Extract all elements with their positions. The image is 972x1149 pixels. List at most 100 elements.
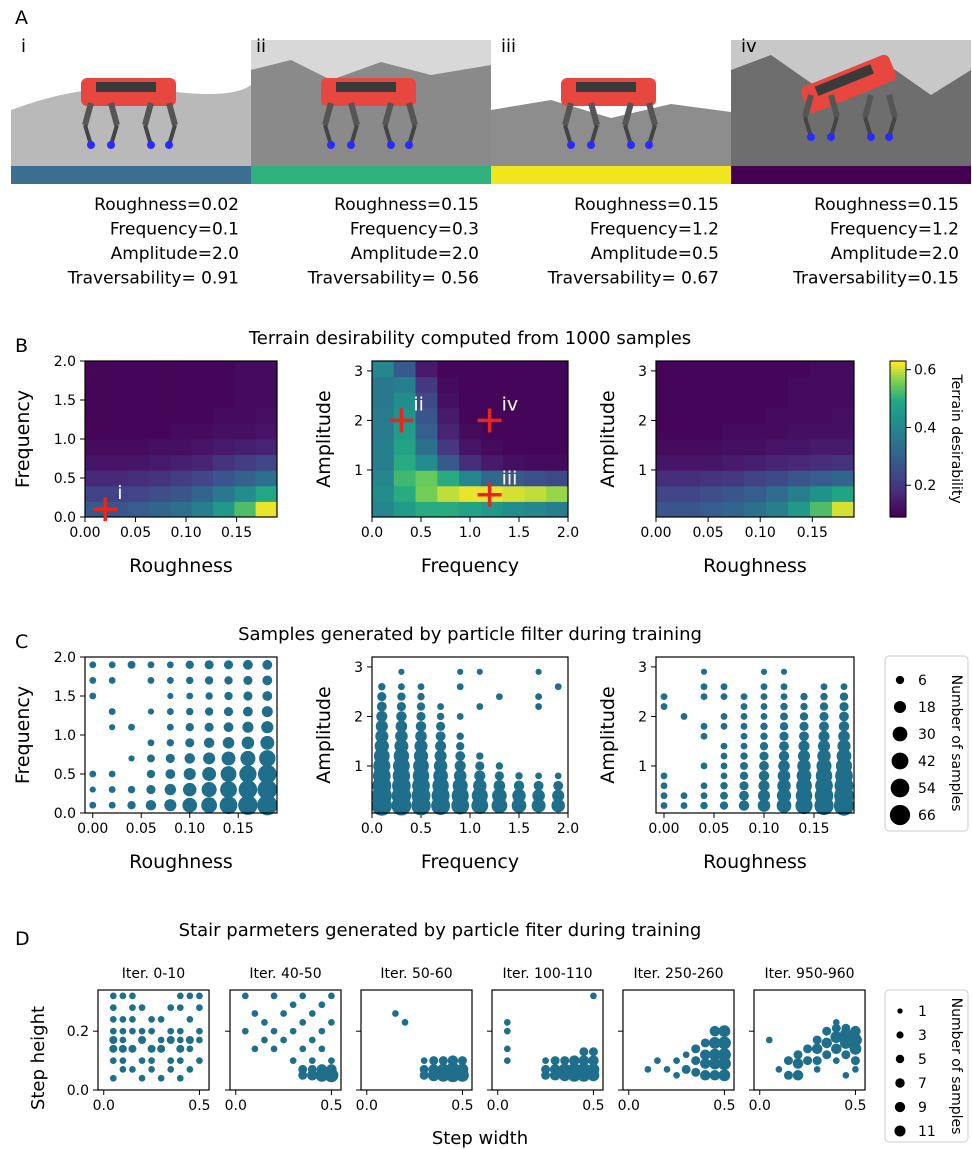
stair-sample-point	[644, 1066, 652, 1073]
panel-d-xlabel: Step width	[432, 1128, 528, 1149]
stair-sample-point	[119, 1036, 127, 1044]
heatmap-cell	[437, 470, 460, 487]
sample-point	[165, 753, 175, 763]
y-tick-label: 0.5	[54, 767, 76, 783]
x-tick-label: 0.05	[126, 821, 157, 837]
stair-sample-point	[717, 1036, 731, 1050]
stair-sample-point	[822, 1026, 832, 1036]
robot-top	[576, 82, 636, 92]
colorbar-swatch	[890, 449, 906, 453]
sample-point	[89, 801, 97, 809]
heatmap-cell	[810, 361, 833, 378]
heatmap-cell	[459, 376, 482, 393]
legend-value: 18	[918, 700, 936, 716]
stair-sample-point	[328, 1019, 335, 1026]
traversability-color-bar	[731, 166, 971, 184]
heatmap-cell	[524, 423, 547, 440]
sample-point	[146, 769, 156, 779]
sample-point	[473, 779, 487, 793]
sample-point	[476, 703, 484, 710]
sample-point	[453, 769, 467, 783]
heatmap-cell	[810, 423, 833, 440]
sample-point	[476, 752, 484, 760]
heatmap-cell	[255, 423, 278, 440]
x-tick-label: 2.0	[557, 525, 579, 541]
stair-sample-point	[129, 992, 136, 1000]
sample-point	[720, 683, 728, 691]
stair-sample-point	[138, 1057, 146, 1064]
sample-point	[204, 722, 214, 732]
legend-marker	[893, 700, 907, 714]
stair-sample-point	[503, 1045, 511, 1053]
heatmap-cell	[255, 376, 278, 393]
stair-sample-point	[270, 1045, 278, 1053]
legend-marker	[895, 1054, 905, 1064]
stair-sample-point	[280, 1010, 287, 1017]
legend-marker	[889, 804, 911, 826]
heatmap-cell	[502, 470, 525, 487]
robot-leg	[562, 102, 574, 126]
x-tick-label: 0.0	[749, 1098, 771, 1114]
stair-sample-point	[588, 1047, 598, 1057]
heatmap-cell	[502, 423, 525, 440]
heatmap-cell	[832, 485, 855, 502]
stair-sample-point	[148, 1027, 155, 1035]
legend-marker	[892, 726, 908, 742]
stair-sample-point	[549, 1070, 561, 1081]
stair-sample-point	[503, 1057, 511, 1064]
heatmap-cell	[85, 407, 107, 424]
stair-sample-point	[691, 1067, 701, 1077]
sample-point	[660, 693, 668, 701]
sample-point	[720, 742, 728, 750]
sample-point	[204, 660, 214, 670]
sample-point	[396, 711, 407, 722]
x-axis-label: Roughness	[129, 555, 233, 577]
sample-point	[205, 692, 213, 700]
stair-sample-point	[129, 1066, 136, 1073]
sample-point	[740, 732, 748, 740]
stair-sample-point	[429, 1056, 439, 1066]
sample-point	[819, 702, 829, 711]
stair-sample-point	[109, 1044, 118, 1053]
heatmap-cell	[149, 454, 171, 471]
stair-sample-point	[420, 1057, 428, 1064]
sample-point	[760, 668, 768, 675]
axes-frame	[84, 360, 278, 518]
colorbar-swatch	[890, 405, 906, 409]
sample-point	[779, 731, 789, 741]
sample-point	[166, 708, 174, 716]
panel-letter-c: C	[15, 631, 28, 653]
sample-point	[128, 723, 135, 731]
stair-sample-point	[550, 1056, 560, 1066]
sample-point	[817, 749, 831, 763]
sample-point	[816, 758, 832, 774]
stair-sample-point	[119, 1066, 127, 1073]
heatmap-cell	[656, 485, 679, 502]
sample-point	[260, 735, 275, 750]
heatmap-cell	[480, 454, 504, 471]
x-tick-label: 0.05	[693, 525, 724, 541]
sample-point	[220, 766, 237, 782]
y-tick-label: 2	[354, 413, 363, 429]
stair-sample-point	[673, 1071, 680, 1079]
stair-sample-point	[157, 1074, 165, 1082]
sample-point	[165, 769, 176, 779]
heatmap-cell	[678, 485, 701, 502]
stair-sample-point	[196, 1027, 203, 1035]
stair-sample-point	[251, 1010, 259, 1017]
colorbar-swatch	[890, 413, 906, 417]
sample-point	[397, 692, 406, 701]
heatmap-cell	[788, 361, 811, 378]
heatmap-cell	[127, 361, 150, 378]
stair-sample-point	[128, 1044, 137, 1053]
heatmap-cell	[546, 392, 569, 409]
stair-sample-point	[308, 1010, 316, 1017]
heatmap-cell	[234, 454, 257, 471]
sample-point	[436, 721, 446, 731]
stair-sample-point	[793, 1050, 803, 1060]
heatmap-cell	[524, 407, 547, 424]
sample-point	[238, 780, 258, 799]
colorbar-swatch	[890, 402, 906, 406]
sample-point	[799, 731, 809, 742]
sample-point	[777, 769, 791, 783]
